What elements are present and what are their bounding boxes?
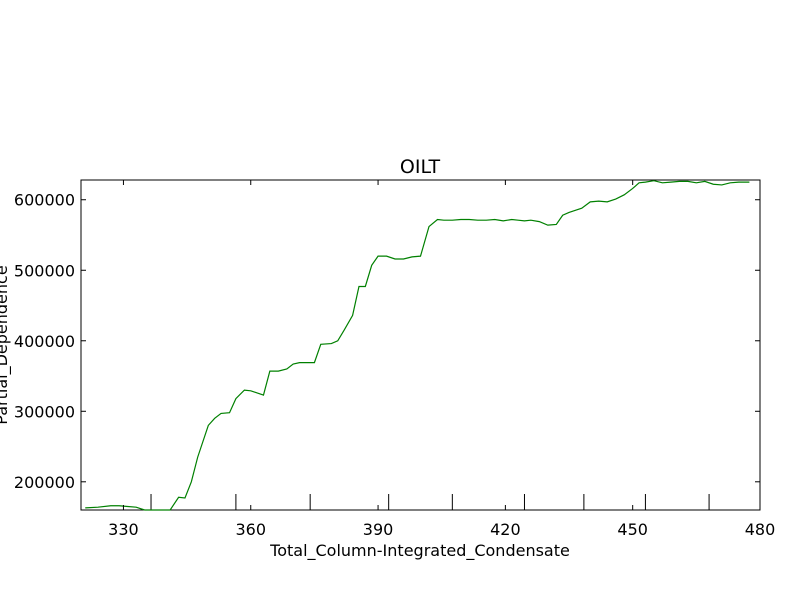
y-axis-ticks: 200000 300000 400000 500000 600000 bbox=[14, 191, 760, 492]
partial-dependence-line bbox=[85, 180, 750, 511]
rug-marks bbox=[150, 494, 710, 510]
axes-frame bbox=[80, 179, 761, 511]
x-tick-label: 390 bbox=[363, 520, 394, 539]
x-tick-label: 450 bbox=[617, 520, 648, 539]
x-tick-label: 360 bbox=[235, 520, 266, 539]
y-tick-label: 500000 bbox=[14, 261, 75, 280]
y-axis-title: Partial_Dependence bbox=[0, 265, 12, 424]
x-axis-ticks: 330 360 390 420 450 480 bbox=[108, 180, 775, 539]
chart-title: OILT bbox=[400, 156, 441, 178]
plot-area: 330 360 390 420 450 480 200000 300000 400000 500… bbox=[14, 179, 775, 539]
y-tick-label: 200000 bbox=[14, 473, 75, 492]
y-tick-label: 600000 bbox=[14, 191, 75, 210]
x-tick-label: 480 bbox=[745, 520, 776, 539]
y-tick-label: 300000 bbox=[14, 402, 75, 421]
y-tick-label: 400000 bbox=[14, 332, 75, 351]
x-axis-title: Total_Column-Integrated_Condensate bbox=[269, 541, 570, 561]
x-tick-label: 330 bbox=[108, 520, 139, 539]
x-tick-label: 420 bbox=[490, 520, 521, 539]
